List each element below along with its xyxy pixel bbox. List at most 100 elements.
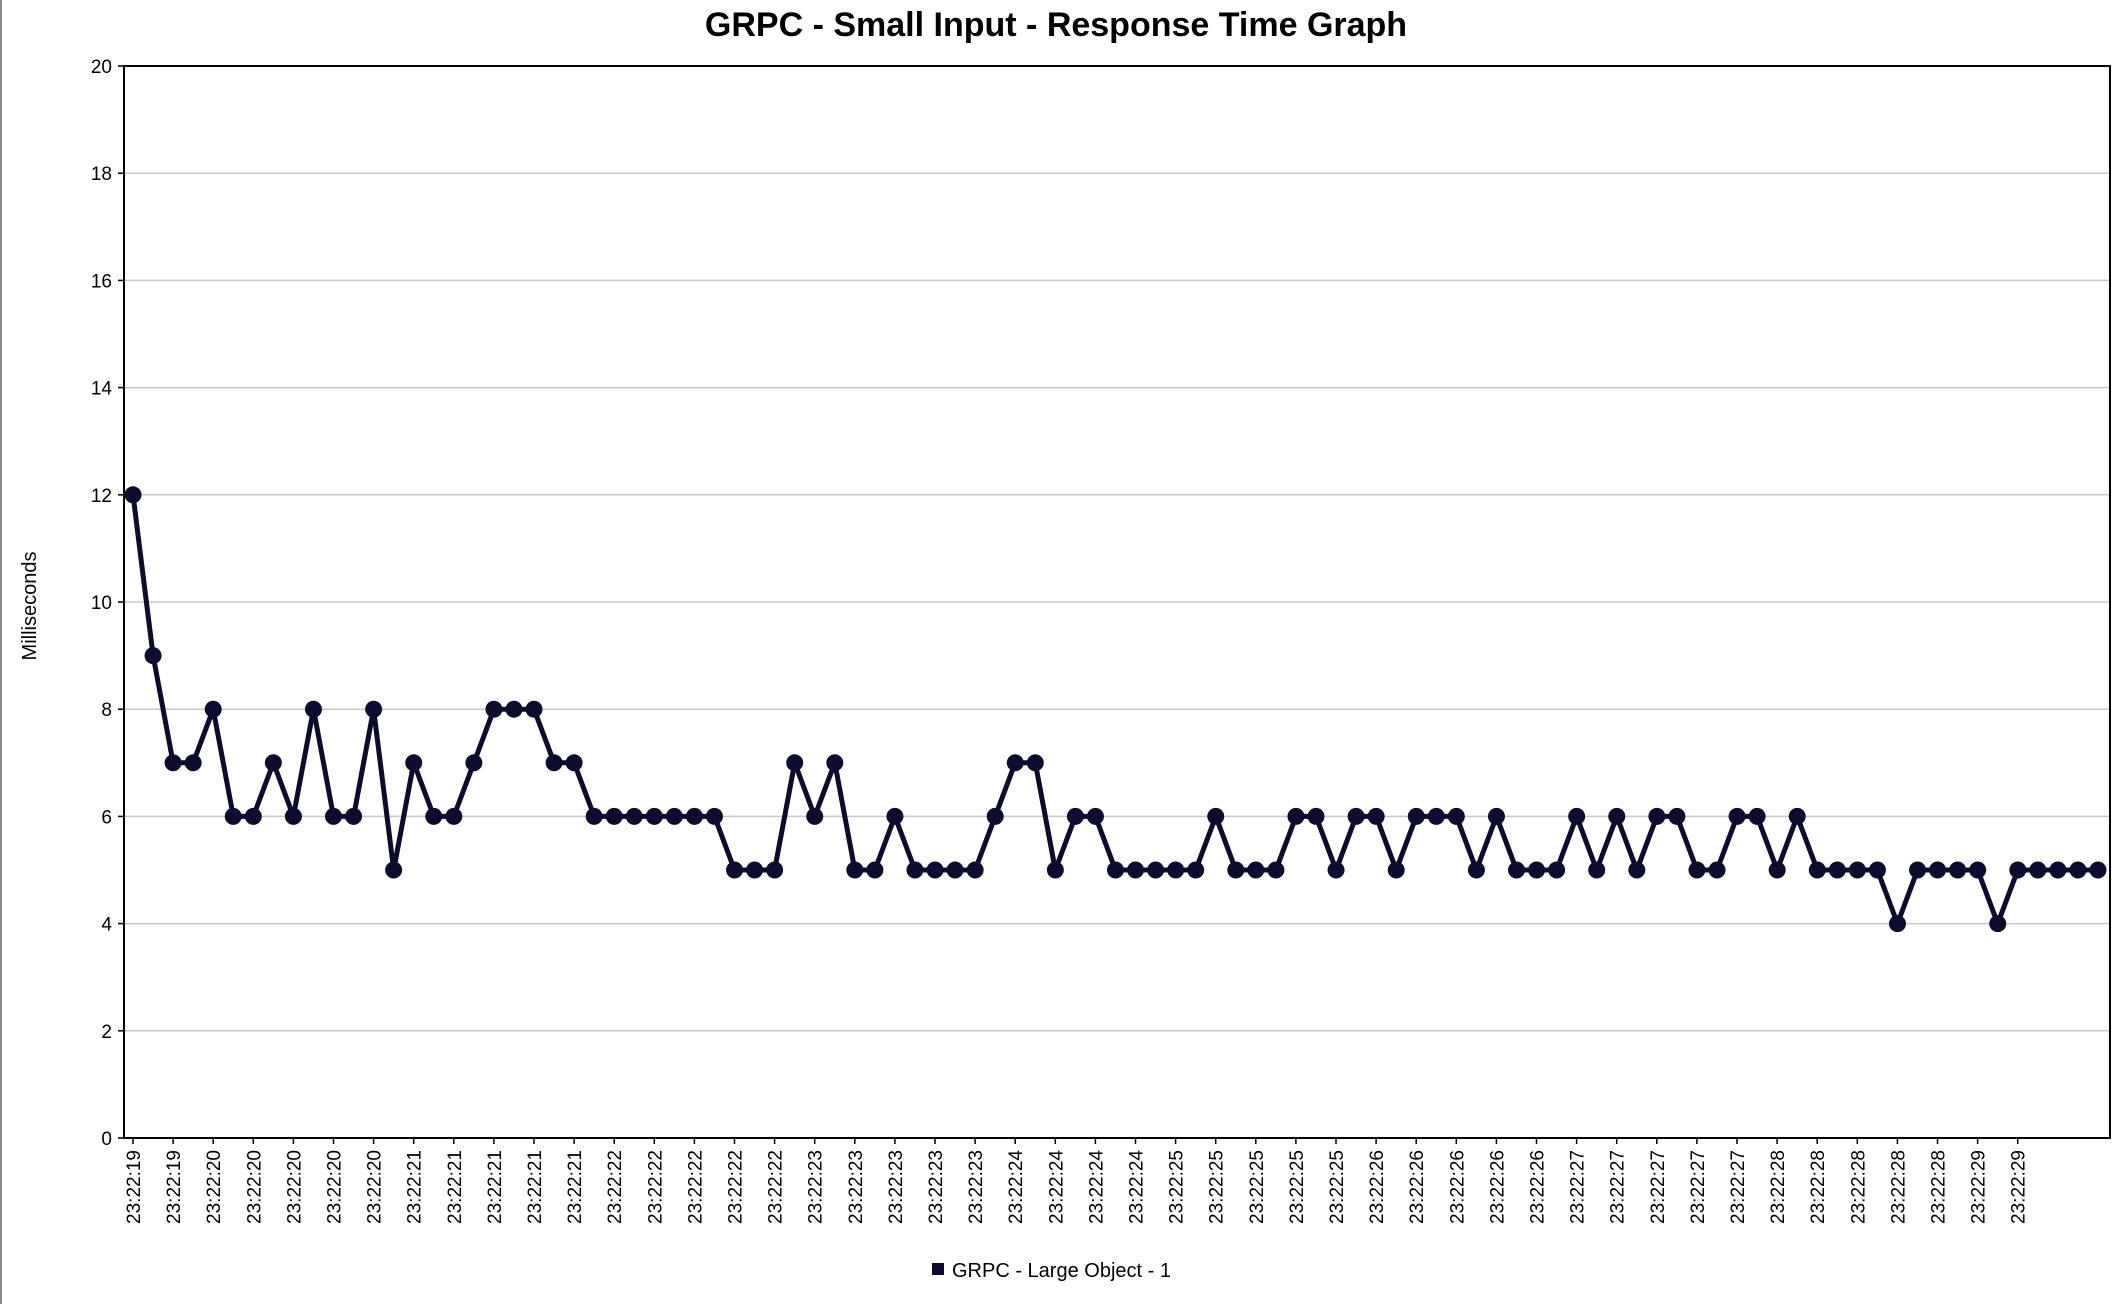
x-tick-label: 23:22:28	[1808, 1150, 1829, 1224]
y-tick-label: 4	[101, 915, 112, 936]
data-point	[505, 700, 523, 718]
x-tick-label: 23:22:25	[1167, 1150, 1188, 1224]
data-point	[1708, 861, 1726, 879]
data-point	[1046, 861, 1064, 879]
x-tick-label: 23:22:21	[525, 1150, 546, 1224]
data-point	[1347, 807, 1365, 825]
data-point	[1588, 861, 1606, 879]
x-tick-label: 23:22:23	[846, 1150, 867, 1224]
legend: GRPC - Large Object - 1	[932, 1260, 1171, 1282]
x-tick-label: 23:22:22	[766, 1150, 787, 1224]
data-point	[1648, 807, 1666, 825]
data-point	[1949, 861, 1967, 879]
data-point	[1868, 861, 1886, 879]
data-point	[726, 861, 744, 879]
x-tick-label: 23:22:26	[1447, 1150, 1468, 1224]
data-point	[204, 700, 222, 718]
x-tick-label: 23:22:24	[1046, 1150, 1067, 1224]
x-tick-label: 23:22:24	[1006, 1150, 1027, 1224]
x-tick-label: 23:22:19	[124, 1150, 145, 1224]
data-point	[786, 754, 804, 772]
data-point	[144, 647, 162, 665]
x-tick-label: 23:22:19	[164, 1150, 185, 1224]
y-axis-ticks: 0 2 4 6 8 10 12 14 16 18 20	[91, 57, 124, 1150]
x-tick-label: 23:22:22	[645, 1150, 666, 1224]
legend-label: GRPC - Large Object - 1	[952, 1260, 1171, 1282]
data-point	[1808, 861, 1826, 879]
data-point	[1207, 807, 1225, 825]
x-tick-label: 23:22:27	[1648, 1150, 1669, 1224]
data-point	[1467, 861, 1485, 879]
data-point	[325, 807, 343, 825]
data-point	[846, 861, 864, 879]
data-point	[986, 807, 1004, 825]
data-point	[1989, 915, 2007, 933]
data-point	[1307, 807, 1325, 825]
y-tick-label: 8	[101, 700, 112, 721]
x-tick-label: 23:22:26	[1367, 1150, 1388, 1224]
data-point	[1066, 807, 1084, 825]
data-point	[866, 861, 884, 879]
data-point	[645, 807, 663, 825]
data-point	[1387, 861, 1405, 879]
y-tick-label: 18	[91, 164, 112, 185]
x-tick-label: 23:22:26	[1528, 1150, 1549, 1224]
x-axis-ticks: 23:22:19 23:22:19 23:22:20 23:22:20 23:22:20…	[124, 1138, 2030, 1224]
data-point	[184, 754, 202, 772]
data-point	[685, 807, 703, 825]
data-point	[1247, 861, 1265, 879]
data-point	[1688, 861, 1706, 879]
y-tick-label: 14	[91, 379, 113, 400]
data-point	[1848, 861, 1866, 879]
data-point	[1006, 754, 1024, 772]
data-point	[906, 861, 924, 879]
data-point	[124, 486, 142, 504]
data-point	[224, 807, 242, 825]
series-layer	[124, 486, 2107, 933]
data-point	[1728, 807, 1746, 825]
y-tick-label: 20	[91, 57, 112, 78]
data-point	[465, 754, 483, 772]
x-tick-label: 23:22:28	[1888, 1150, 1909, 1224]
data-point	[284, 807, 302, 825]
y-tick-label: 6	[101, 807, 112, 828]
x-tick-label: 23:22:27	[1688, 1150, 1709, 1224]
x-tick-label: 23:22:20	[365, 1150, 386, 1224]
data-point	[585, 807, 603, 825]
data-point	[1748, 807, 1766, 825]
data-point	[1608, 807, 1626, 825]
y-tick-label: 16	[91, 271, 112, 292]
data-point	[1628, 861, 1646, 879]
data-point	[926, 861, 944, 879]
data-point	[1888, 915, 1906, 933]
x-tick-label: 23:22:23	[926, 1150, 947, 1224]
data-point	[625, 807, 643, 825]
grid-lines	[124, 172, 2110, 1032]
data-point	[806, 807, 824, 825]
data-point	[1548, 861, 1566, 879]
data-point	[345, 807, 363, 825]
x-tick-label: 23:22:28	[1848, 1150, 1869, 1224]
plot-area-frame	[123, 65, 2111, 1139]
y-axis-label: Milliseconds	[19, 552, 41, 661]
data-point	[766, 861, 784, 879]
data-point	[445, 807, 463, 825]
x-tick-label: 23:22:20	[204, 1150, 225, 1224]
data-point	[1167, 861, 1185, 879]
y-tick-label: 10	[91, 593, 112, 614]
data-point	[244, 807, 262, 825]
data-point	[1447, 807, 1465, 825]
data-point	[1668, 807, 1686, 825]
data-point	[1187, 861, 1205, 879]
data-point	[365, 700, 383, 718]
data-point	[1568, 807, 1586, 825]
data-point	[1788, 807, 1806, 825]
data-point	[1287, 807, 1305, 825]
data-point	[1528, 861, 1546, 879]
data-point	[264, 754, 282, 772]
data-point	[605, 807, 623, 825]
x-tick-label: 23:22:27	[1728, 1150, 1749, 1224]
data-point	[1227, 861, 1245, 879]
data-point	[1487, 807, 1505, 825]
